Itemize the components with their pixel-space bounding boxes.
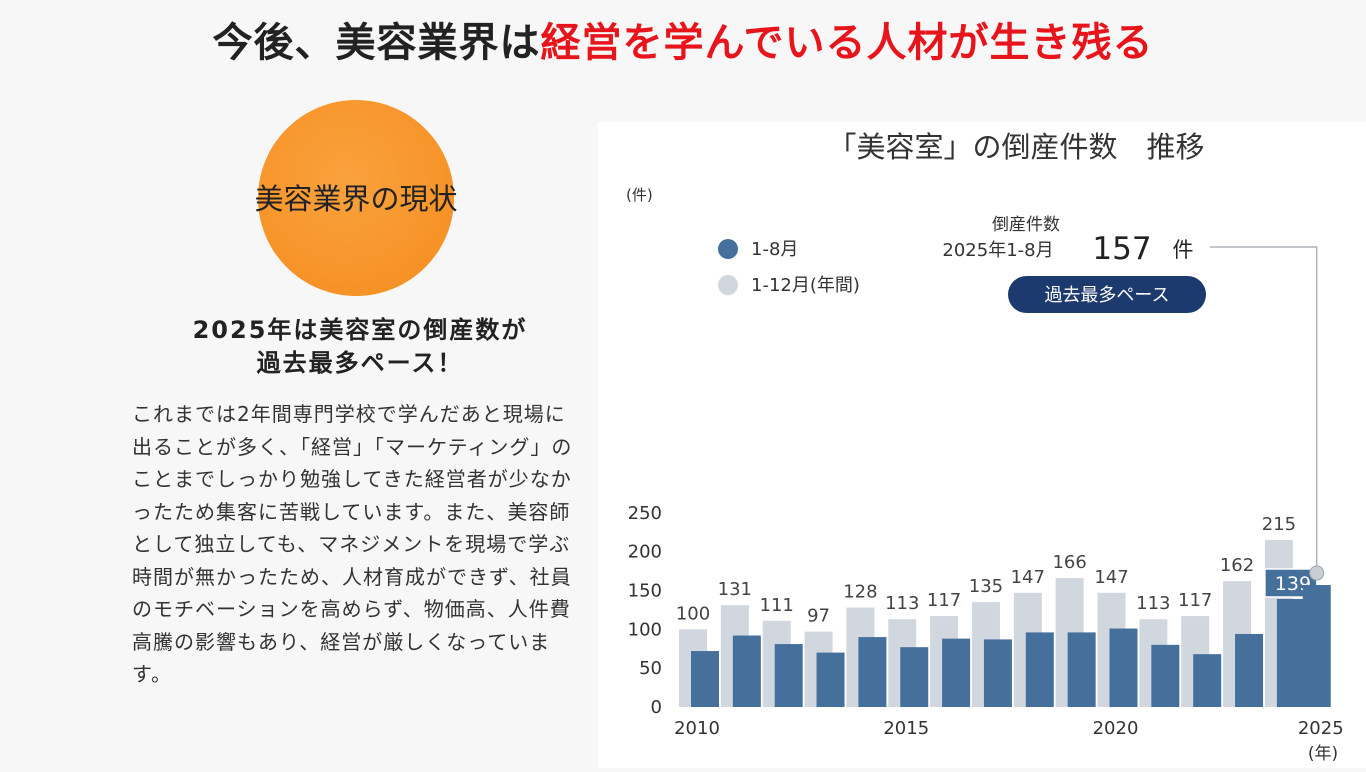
bar-partial	[732, 635, 761, 707]
headline-part1: 今後、美容業界は	[212, 20, 541, 66]
bankruptcy-chart: 「美容室」の倒産件数 推移 (件) 0 50 100 150 200 250 100 131 111…	[626, 130, 1344, 764]
bar-annual-label: 113	[1136, 593, 1170, 614]
chart-panel: 「美容室」の倒産件数 推移 (件) 0 50 100 150 200 250 100 131 111…	[598, 122, 1366, 768]
bar-partial	[1276, 598, 1305, 707]
x-tick-label: 2015	[883, 718, 929, 739]
subheading-line2: 過去最多ペース！	[256, 349, 464, 377]
x-tick-label: 2025	[1298, 718, 1344, 739]
bar-annual-label: 117	[927, 590, 961, 611]
legend-label-annual: 1-12月(年間)	[751, 275, 860, 296]
bar-annual-label: 147	[1094, 567, 1128, 588]
bar-partial	[1302, 585, 1331, 707]
chart-title: 「美容室」の倒産件数 推移	[827, 130, 1204, 164]
bar-annual-label: 111	[760, 595, 794, 616]
subheading: 2025年は美容室の倒産数が 過去最多ペース！	[120, 314, 600, 380]
y-tick-label: 100	[628, 619, 662, 640]
annotation-badge-text: 過去最多ペース	[1044, 285, 1169, 306]
x-tick-label: 2010	[674, 718, 720, 739]
headline-highlight: 経営を学んでいる人材が生き残る	[540, 20, 1154, 66]
legend-marker-annual	[718, 275, 738, 295]
bar-partial-label: 139	[1275, 573, 1311, 595]
circle-label: 美容業界の現状	[254, 182, 458, 216]
x-tick-label: 2020	[1093, 718, 1139, 739]
annotation-badge	[1008, 276, 1206, 313]
y-tick-label: 250	[628, 503, 662, 524]
annotation-unit: 件	[1173, 238, 1194, 262]
annotation-value: 157	[1092, 231, 1151, 267]
bar-partial	[691, 651, 719, 707]
annotation-leader-line	[1210, 246, 1318, 568]
body-paragraph: これまでは2年間専門学校で学んだあと現場に出ることが多く、「経営」「マーケティン…	[132, 402, 573, 686]
bar-partial	[774, 644, 803, 707]
bar-partial	[1235, 633, 1264, 707]
bar-partial	[1151, 644, 1180, 707]
annotation-label: 倒産件数	[992, 215, 1060, 235]
bar-partial	[816, 652, 845, 707]
bar-partial	[1067, 632, 1096, 707]
y-tick-label: 200	[628, 542, 662, 563]
bar-partial	[983, 639, 1012, 707]
bar-partial	[1109, 628, 1138, 707]
legend-label-partial: 1-8月	[751, 239, 798, 260]
bar-annual-label: 131	[718, 579, 752, 600]
annotation-leader-dot	[1309, 565, 1325, 581]
bar-annual-label: 166	[1052, 552, 1086, 573]
bar-annual-label: 135	[969, 576, 1003, 597]
y-tick-label: 0	[651, 697, 662, 718]
bar-partial	[1193, 654, 1222, 707]
y-tick-label: 150	[628, 580, 662, 601]
bar-annual-label: 162	[1220, 555, 1254, 576]
bar-annual-label: 128	[843, 582, 877, 603]
legend-marker-partial	[718, 239, 738, 259]
bar-annual-label: 117	[1178, 590, 1212, 611]
subheading-line1: 2025年は美容室の倒産数が	[192, 316, 528, 344]
bar-partial	[900, 647, 929, 707]
bar-annual-label: 100	[676, 603, 710, 624]
bar-partial	[1025, 632, 1054, 707]
page-headline: 今後、美容業界は経営を学んでいる人材が生き残る	[0, 10, 1366, 68]
y-tick-label: 50	[639, 658, 662, 679]
annotation-period: 2025年1-8月	[942, 240, 1053, 261]
bar-annual-label: 215	[1262, 514, 1296, 535]
bar-partial	[858, 637, 887, 707]
bar-annual-label: 147	[1011, 567, 1045, 588]
orange-circle-decoration	[258, 100, 454, 296]
bar-partial	[942, 638, 971, 707]
bar-annual-label: 97	[807, 606, 830, 627]
x-axis-unit: (年)	[1308, 744, 1338, 764]
y-axis-unit: (件)	[626, 186, 653, 204]
bar-annual-label: 113	[885, 593, 919, 614]
